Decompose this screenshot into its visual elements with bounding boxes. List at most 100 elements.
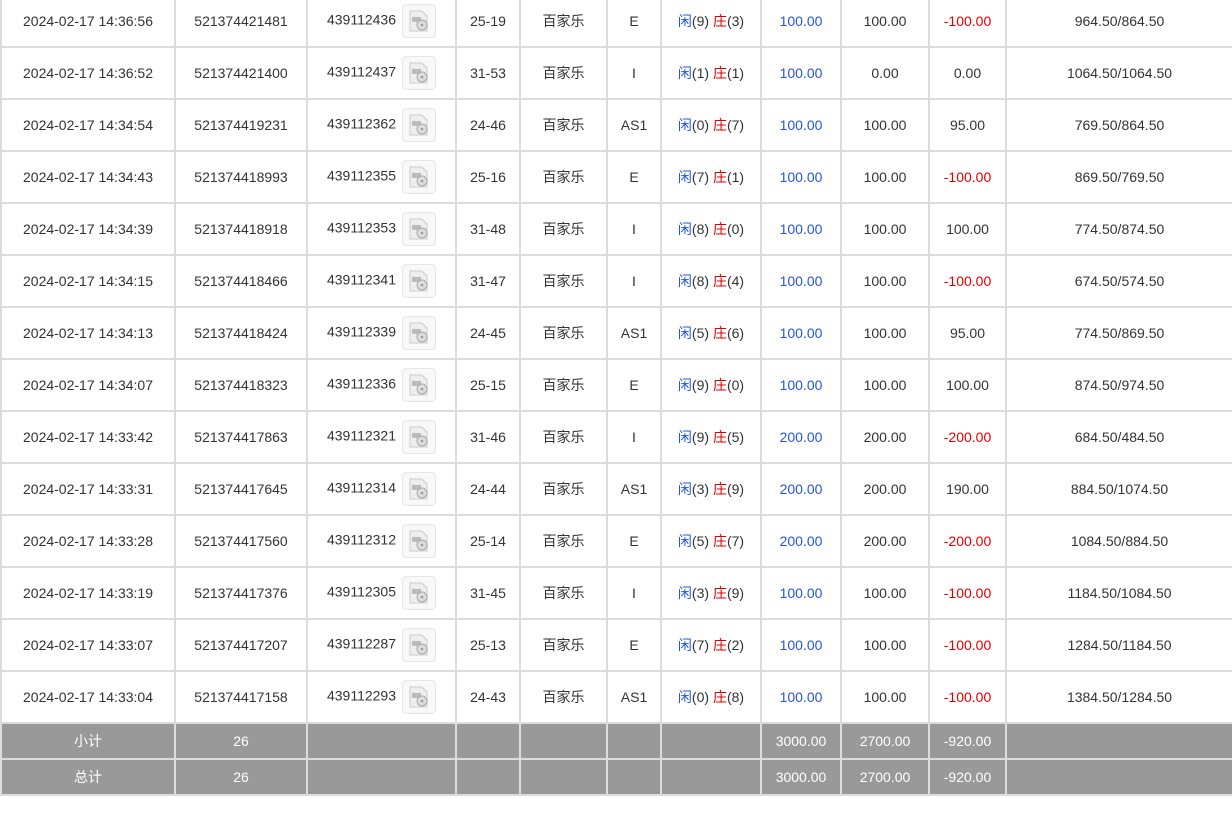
result-cell: 闲(5) 庄(6): [660, 306, 762, 360]
round-cell: 439112362: [306, 98, 457, 152]
video-replay-icon[interactable]: [402, 264, 437, 298]
round-number: 439112437: [326, 63, 397, 80]
banker-points: (6): [726, 325, 745, 341]
table-code: I: [606, 566, 662, 620]
round-cell: 439112293: [306, 670, 457, 724]
bet-amount[interactable]: 100.00: [760, 202, 842, 256]
video-replay-icon[interactable]: [402, 212, 437, 246]
bet-amount[interactable]: 200.00: [760, 514, 842, 568]
bet-amount[interactable]: 100.00: [760, 670, 842, 724]
player-points: (3): [691, 481, 710, 497]
game-name: 百家乐: [519, 0, 608, 48]
game-name: 百家乐: [519, 98, 608, 152]
game-name: 百家乐: [519, 306, 608, 360]
video-replay-icon[interactable]: [402, 368, 437, 402]
round-number: 439112355: [326, 167, 397, 184]
video-replay-icon[interactable]: [402, 56, 437, 90]
player-label: 闲: [677, 533, 692, 549]
bet-time: 2024-02-17 14:33:31: [0, 462, 176, 516]
table-row: 2024-02-17 14:34:39 521374418918 439112353…: [0, 202, 1232, 256]
game-name: 百家乐: [519, 150, 608, 204]
bet-amount[interactable]: 100.00: [760, 618, 842, 672]
result-cell: 闲(0) 庄(8): [660, 670, 762, 724]
bet-amount[interactable]: 100.00: [760, 150, 842, 204]
video-replay-icon[interactable]: [402, 680, 437, 714]
order-number: 521374421400: [174, 46, 308, 100]
result-cell: 闲(9) 庄(5): [660, 410, 762, 464]
player-points: (9): [691, 429, 710, 445]
footer-count: 26: [174, 722, 308, 760]
player-points: (0): [691, 689, 710, 705]
win-loss: -100.00: [928, 254, 1007, 308]
video-replay-icon[interactable]: [402, 4, 437, 38]
valid-bet: 200.00: [840, 410, 930, 464]
bet-amount[interactable]: 100.00: [760, 254, 842, 308]
video-replay-icon[interactable]: [402, 576, 437, 610]
table-number: 31-47: [455, 254, 521, 308]
bet-amount[interactable]: 200.00: [760, 410, 842, 464]
valid-bet: 200.00: [840, 514, 930, 568]
footer-count: 26: [174, 758, 308, 796]
video-replay-icon[interactable]: [402, 524, 437, 558]
table-row: 2024-02-17 14:33:19 521374417376 439112305…: [0, 566, 1232, 620]
game-name: 百家乐: [519, 618, 608, 672]
balance-change: 884.50/1074.50: [1005, 462, 1232, 516]
banker-points: (9): [726, 585, 745, 601]
table-number: 31-45: [455, 566, 521, 620]
table-number: 31-53: [455, 46, 521, 100]
bet-amount[interactable]: 100.00: [760, 358, 842, 412]
player-label: 闲: [677, 117, 692, 133]
banker-label: 庄: [712, 533, 727, 549]
video-replay-icon[interactable]: [402, 108, 437, 142]
bet-amount[interactable]: 200.00: [760, 462, 842, 516]
valid-bet: 100.00: [840, 566, 930, 620]
bet-time: 2024-02-17 14:34:54: [0, 98, 176, 152]
table-row: 2024-02-17 14:34:13 521374418424 439112339…: [0, 306, 1232, 360]
table-code: AS1: [606, 306, 662, 360]
player-points: (5): [691, 325, 710, 341]
video-replay-icon[interactable]: [402, 472, 437, 506]
valid-bet: 100.00: [840, 618, 930, 672]
table-row: 2024-02-17 14:34:54 521374419231 439112362…: [0, 98, 1232, 152]
order-number: 521374417560: [174, 514, 308, 568]
video-replay-icon[interactable]: [402, 316, 437, 350]
banker-label: 庄: [712, 273, 727, 289]
player-label: 闲: [677, 689, 692, 705]
banker-label: 庄: [712, 13, 727, 29]
banker-label: 庄: [712, 481, 727, 497]
bet-records-table: 2024-02-17 14:36:56 521374421481 439112436…: [0, 0, 1232, 796]
round-number: 439112312: [326, 531, 397, 548]
bet-time: 2024-02-17 14:34:15: [0, 254, 176, 308]
banker-points: (0): [726, 377, 745, 393]
player-label: 闲: [677, 637, 692, 653]
round-number: 439112362: [326, 115, 397, 132]
banker-points: (7): [726, 117, 745, 133]
round-number: 439112339: [326, 323, 397, 340]
result-cell: 闲(7) 庄(1): [660, 150, 762, 204]
video-replay-icon[interactable]: [402, 420, 437, 454]
bet-amount[interactable]: 100.00: [760, 46, 842, 100]
player-label: 闲: [677, 325, 692, 341]
bet-time: 2024-02-17 14:33:07: [0, 618, 176, 672]
table-body: 2024-02-17 14:36:56 521374421481 439112436…: [0, 0, 1232, 796]
game-name: 百家乐: [519, 462, 608, 516]
bet-amount[interactable]: 100.00: [760, 306, 842, 360]
bet-amount[interactable]: 100.00: [760, 0, 842, 48]
banker-points: (0): [726, 221, 745, 237]
result-cell: 闲(3) 庄(9): [660, 566, 762, 620]
video-replay-icon[interactable]: [402, 628, 437, 662]
round-number: 439112321: [326, 427, 397, 444]
round-number: 439112436: [326, 11, 397, 28]
round-number: 439112336: [326, 375, 397, 392]
valid-bet: 100.00: [840, 306, 930, 360]
bet-time: 2024-02-17 14:33:04: [0, 670, 176, 724]
win-loss: 100.00: [928, 202, 1007, 256]
valid-bet: 100.00: [840, 254, 930, 308]
video-replay-icon[interactable]: [402, 160, 437, 194]
order-number: 521374417645: [174, 462, 308, 516]
table-number: 31-48: [455, 202, 521, 256]
bet-amount[interactable]: 100.00: [760, 98, 842, 152]
round-cell: 439112355: [306, 150, 457, 204]
table-row: 2024-02-17 14:34:15 521374418466 439112341…: [0, 254, 1232, 308]
bet-amount[interactable]: 100.00: [760, 566, 842, 620]
